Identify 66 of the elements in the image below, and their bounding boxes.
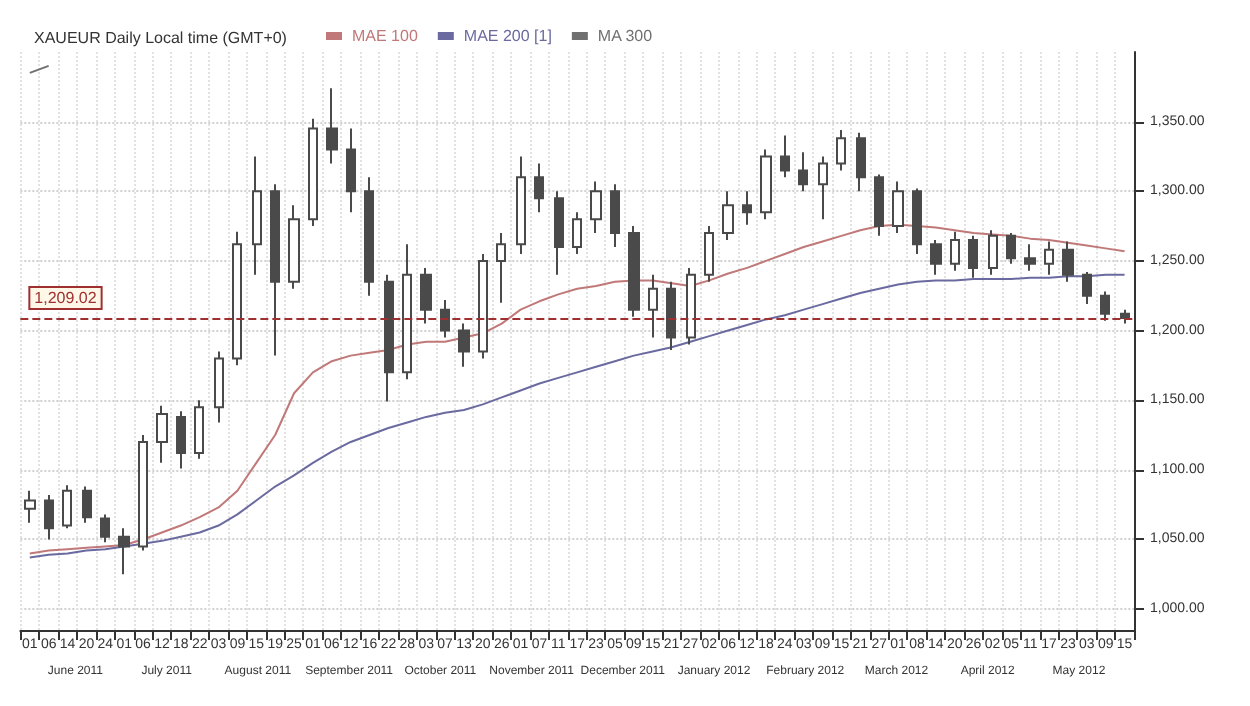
candlestick (496, 232, 506, 304)
candlestick (874, 173, 884, 237)
candlestick (554, 190, 564, 276)
candlestick (458, 322, 470, 368)
candlestick (288, 204, 300, 290)
candlestick (818, 155, 828, 221)
ref-line-label: 1,209.02 (34, 288, 98, 307)
legend-label: MAE 100 (352, 27, 419, 45)
candlestick (176, 410, 186, 470)
candlestick (24, 489, 36, 524)
candlestick (648, 273, 658, 339)
candlestick (534, 162, 544, 214)
candlestick (704, 225, 714, 283)
candlestick (62, 484, 72, 530)
line-series (28, 273, 1126, 559)
candlestick (214, 350, 224, 424)
candlestick (572, 211, 582, 255)
candlestick (420, 266, 432, 325)
candlestick (780, 134, 790, 179)
candlestick (686, 266, 696, 346)
candlestick (610, 183, 620, 248)
candlestick (742, 190, 752, 226)
candlestick (100, 513, 110, 544)
candlestick (1062, 240, 1074, 283)
candlestick (798, 151, 808, 193)
candlestick (856, 131, 866, 193)
candlestick (1082, 271, 1092, 306)
candlestick (270, 183, 280, 357)
line-series (28, 223, 1126, 555)
legend-label: MAE 200 [1] (463, 27, 552, 45)
candlestick (1120, 308, 1130, 325)
candlestick (402, 243, 412, 381)
candlestick (836, 129, 846, 172)
candlestick (326, 87, 338, 165)
candlestick (912, 187, 922, 255)
candlestick (1006, 232, 1016, 265)
candlestick (628, 225, 640, 318)
candlestick (308, 117, 318, 228)
candlestick (252, 155, 262, 276)
candlestick (232, 230, 242, 367)
candlestick (968, 234, 978, 279)
candlestick (364, 176, 374, 297)
candlestick (194, 399, 204, 460)
candlestick (1024, 243, 1036, 272)
candlestick (118, 527, 130, 576)
candlestick (384, 273, 394, 403)
candlestick (440, 298, 450, 339)
candlestick (1100, 290, 1110, 322)
candlestick (82, 485, 92, 524)
candlestick (516, 155, 526, 255)
candlestick (892, 180, 904, 235)
candlestick (722, 190, 734, 242)
candlestick (478, 252, 488, 360)
candlestick (1044, 240, 1054, 276)
candlestick (950, 230, 960, 272)
candlestick (590, 180, 602, 235)
candlestick (138, 434, 148, 552)
candlestick (930, 239, 942, 276)
chart-title: XAUEUR Daily Local time (GMT+0) (34, 29, 288, 47)
candlestick (988, 229, 998, 276)
legend-label: MA 300 (597, 27, 654, 45)
candlestick (760, 148, 772, 221)
candlestick (44, 493, 54, 541)
candlestick (156, 404, 168, 464)
candlestick (666, 280, 676, 352)
candlestick (346, 127, 356, 214)
